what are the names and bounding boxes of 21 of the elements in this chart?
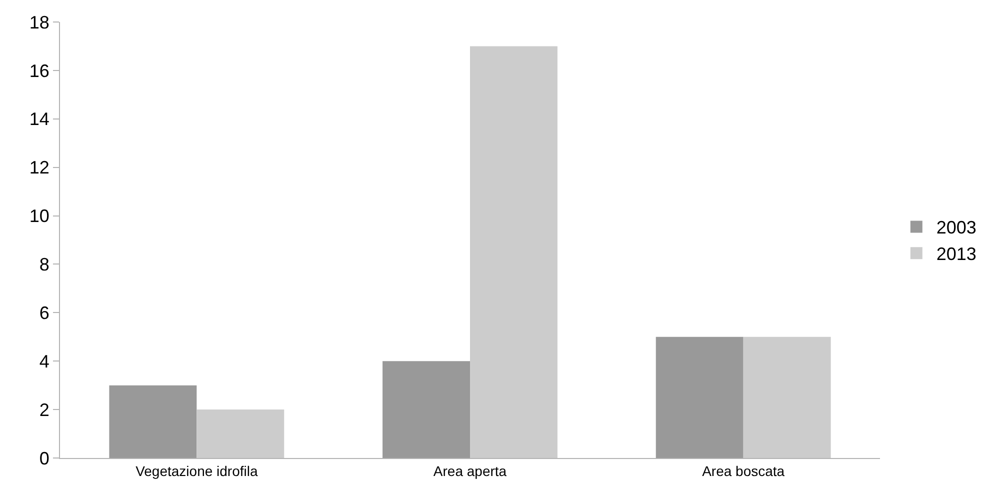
y-tick-label: 0 xyxy=(39,448,50,468)
y-tick-label: 14 xyxy=(29,109,50,130)
y-tick-label: 2 xyxy=(39,400,50,420)
y-tick-label: 6 xyxy=(39,302,50,323)
legend-label: 2013 xyxy=(936,244,976,264)
y-tick-label: 18 xyxy=(29,12,50,32)
y-tick-label: 8 xyxy=(39,254,50,275)
legend-label: 2003 xyxy=(936,218,976,238)
bar xyxy=(743,336,831,458)
x-tick-label: Area boscata xyxy=(702,462,785,479)
bar xyxy=(656,336,744,458)
y-tick-label: 10 xyxy=(29,206,50,226)
bar xyxy=(196,410,284,458)
bar xyxy=(470,46,558,458)
bar xyxy=(382,361,470,458)
y-tick-label: 16 xyxy=(29,60,50,81)
bar xyxy=(109,385,197,458)
y-tick-label: 4 xyxy=(39,351,50,372)
x-tick-label: Area aperta xyxy=(433,462,507,479)
x-tick-label: Vegetazione idrofila xyxy=(136,462,258,479)
y-tick-label: 12 xyxy=(29,158,50,178)
